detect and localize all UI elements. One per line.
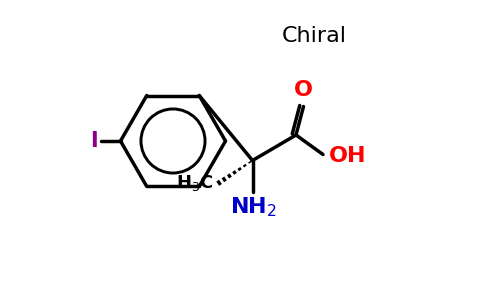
Text: H$_3$C: H$_3$C bbox=[176, 173, 213, 193]
Text: O: O bbox=[294, 80, 313, 100]
Text: OH: OH bbox=[329, 146, 366, 166]
Text: I: I bbox=[90, 131, 97, 151]
Text: NH$_2$: NH$_2$ bbox=[229, 196, 277, 219]
Text: Chiral: Chiral bbox=[282, 26, 347, 46]
